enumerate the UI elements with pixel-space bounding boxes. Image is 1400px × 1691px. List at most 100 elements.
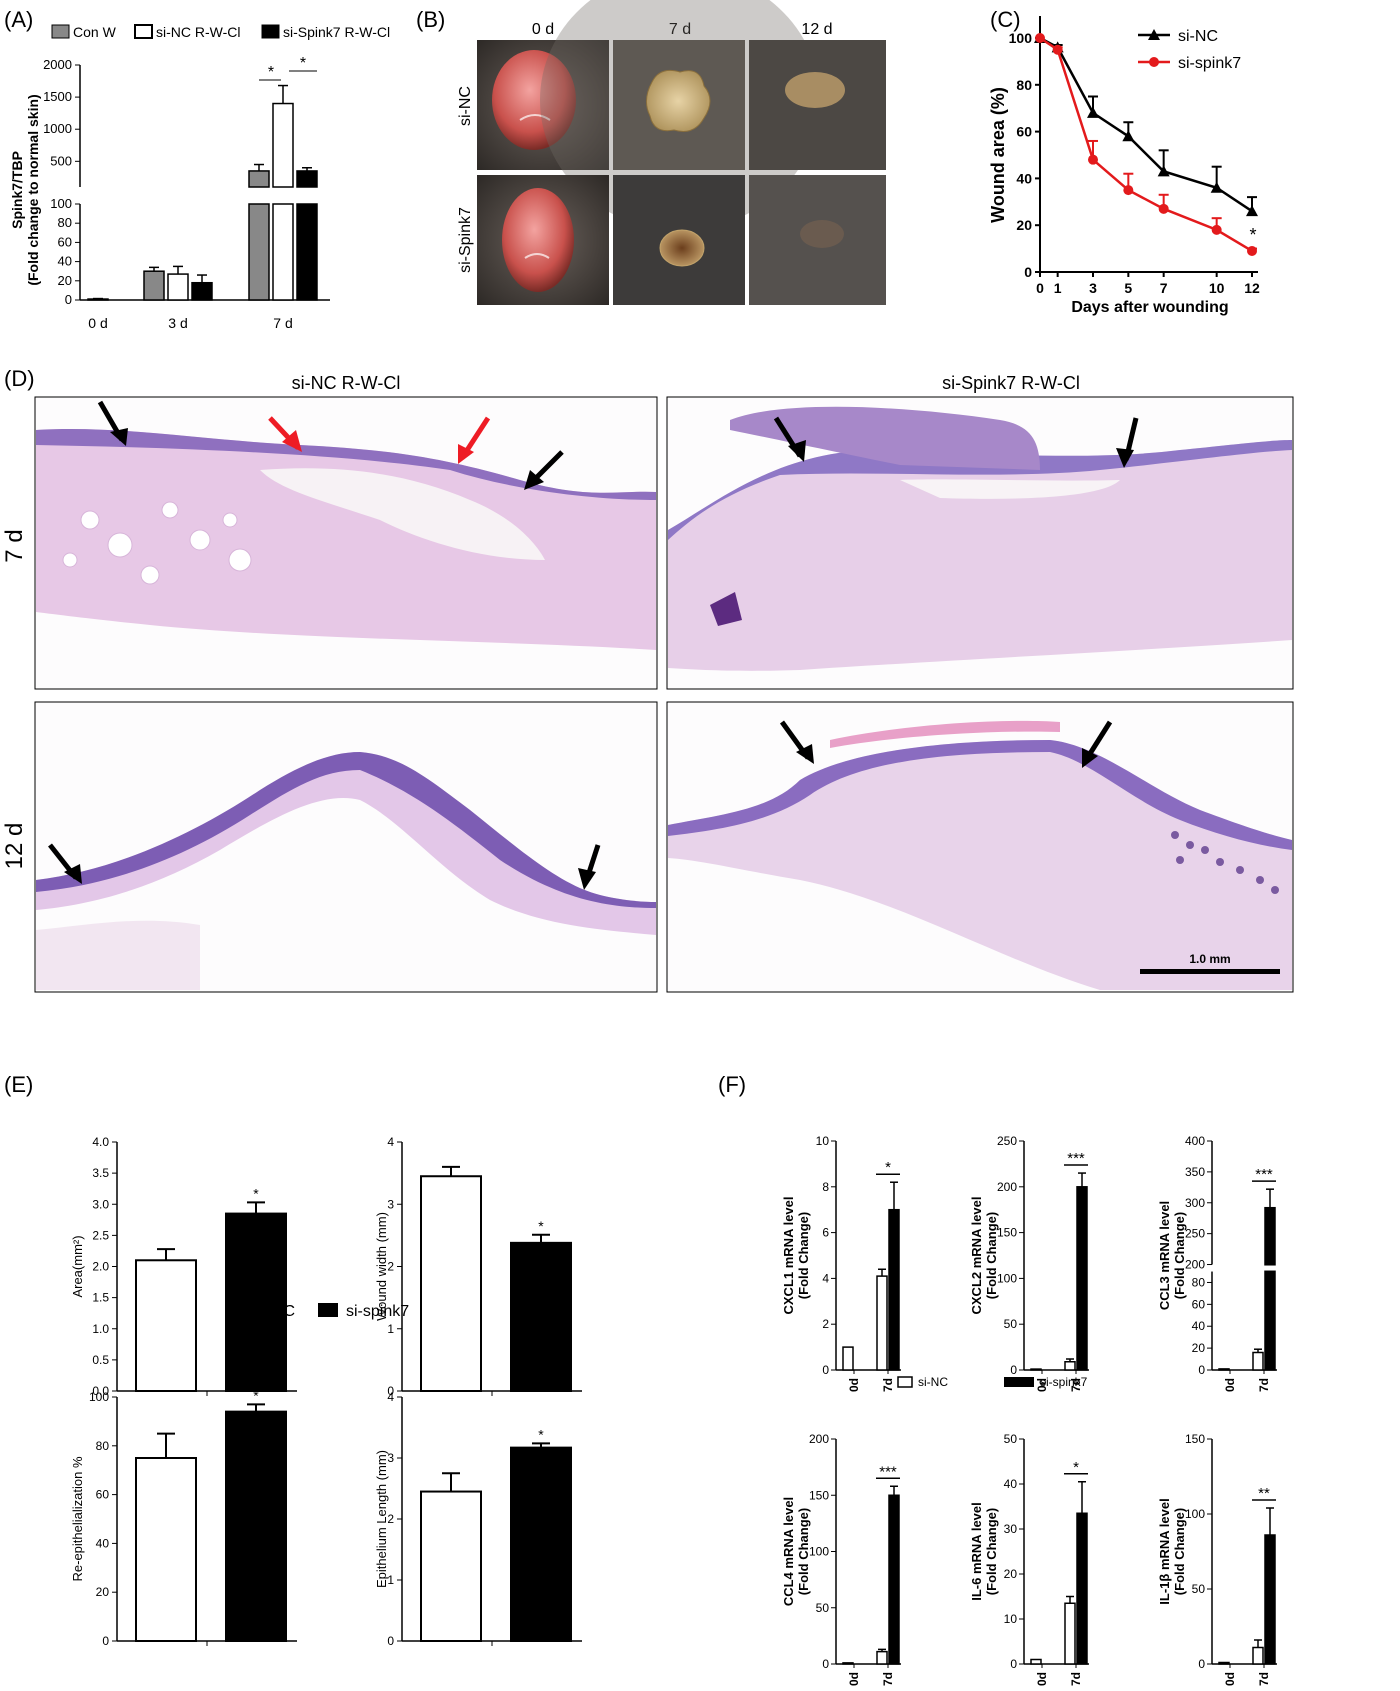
bar bbox=[225, 1410, 287, 1643]
sig-label: *** bbox=[1067, 1150, 1085, 1167]
data-point bbox=[1087, 106, 1099, 118]
bar bbox=[1076, 1512, 1088, 1665]
bar bbox=[191, 281, 213, 301]
histology-sispink7-7d bbox=[666, 396, 1294, 690]
photo-col-label-0d: 0 d bbox=[532, 21, 554, 38]
y-tick-label: 50 bbox=[816, 1601, 830, 1615]
y-tick-label: 0 bbox=[387, 1384, 394, 1398]
sig-label: ** bbox=[1258, 1485, 1270, 1502]
y-tick-label: 20 bbox=[96, 1585, 110, 1599]
sig-label: * bbox=[300, 55, 306, 72]
y-tick-label: 40 bbox=[96, 1536, 110, 1550]
y-tick-label: 0 bbox=[102, 1634, 109, 1648]
y-tick-label: 50 bbox=[1004, 1432, 1018, 1446]
y-tick-label: 80 bbox=[96, 1439, 110, 1453]
y-tick-label: 40 bbox=[58, 254, 72, 269]
y-axis-label: IL-6 mRNA level bbox=[969, 1502, 984, 1601]
bar bbox=[842, 1662, 854, 1665]
y-axis-label: Wound area (%) bbox=[988, 87, 1008, 223]
y-tick-label: 100 bbox=[997, 1271, 1017, 1285]
bar bbox=[1252, 1351, 1264, 1371]
sig-label: * bbox=[253, 1387, 259, 1403]
bar bbox=[420, 1175, 482, 1393]
legend-label-sinc: si-NC R-W-Cl bbox=[156, 24, 241, 40]
x-tick-label: 7d bbox=[1257, 1378, 1271, 1392]
y-tick-label: 300 bbox=[1185, 1196, 1205, 1210]
histo-row-label-7d: 7 d bbox=[1, 529, 28, 562]
bar bbox=[888, 1494, 900, 1665]
x-tick-label: 7d bbox=[881, 1672, 895, 1686]
y-tick-label: 150 bbox=[809, 1488, 829, 1502]
histo-col-label-sinc: si-NC R-W-Cl bbox=[292, 373, 401, 393]
y-tick-label: 0 bbox=[1198, 1363, 1205, 1377]
y-tick-label: 8 bbox=[822, 1180, 829, 1194]
y-tick-label: 20 bbox=[1192, 1341, 1206, 1355]
y-axis-label-line2: (Fold change to normal skin) bbox=[25, 94, 41, 285]
y-tick-label: 1 bbox=[387, 1573, 394, 1587]
y-tick-label: 4 bbox=[822, 1271, 829, 1285]
y-tick-label: 4 bbox=[387, 1135, 394, 1149]
legend-marker bbox=[1149, 57, 1159, 67]
bar bbox=[1218, 1368, 1230, 1371]
bar-lower bbox=[296, 203, 318, 301]
x-tick-label: 0 bbox=[1036, 280, 1044, 296]
y-tick-label: 0 bbox=[1198, 1657, 1205, 1671]
y-axis-label: CXCL1 mRNA level bbox=[781, 1197, 796, 1315]
bar bbox=[1030, 1658, 1042, 1665]
y-tick-label: 20 bbox=[58, 273, 72, 288]
x-tick-label: 1 bbox=[1054, 280, 1062, 296]
y-tick-label: 80 bbox=[1016, 77, 1032, 93]
bar bbox=[1064, 1361, 1076, 1371]
y-tick-label: 0 bbox=[1010, 1657, 1017, 1671]
y-tick-label: 10 bbox=[1004, 1612, 1018, 1626]
legend-label: si-NC bbox=[1178, 28, 1218, 45]
y-tick-label: 2000 bbox=[43, 57, 72, 72]
photo-sinc-0d bbox=[477, 40, 609, 170]
data-point bbox=[1122, 130, 1135, 142]
data-point bbox=[1211, 224, 1222, 235]
legend-swatch-e-sispink7 bbox=[318, 1303, 338, 1317]
x-tick-label: 3 bbox=[1089, 280, 1097, 296]
y-tick-label: 100 bbox=[1009, 30, 1033, 46]
y-tick-label: 40 bbox=[1004, 1477, 1018, 1491]
photo-col-label-12d: 12 d bbox=[801, 21, 832, 38]
y-tick-label: 1500 bbox=[43, 89, 72, 104]
chart-A: Con W si-NC R-W-Cl si-Spink7 R-W-Cl Spin… bbox=[9, 24, 390, 331]
y-tick-label: 40 bbox=[1192, 1319, 1206, 1333]
panel-label-F: (F) bbox=[718, 1072, 746, 1097]
y-tick-label: 20 bbox=[1004, 1567, 1018, 1581]
legend-label-f-sinc: si-NC bbox=[918, 1375, 948, 1389]
y-tick-label: 1.0 bbox=[92, 1322, 109, 1336]
y-tick-label: 1.5 bbox=[92, 1291, 109, 1305]
y-axis-label: Area(mm²) bbox=[70, 1235, 85, 1297]
bar bbox=[510, 1446, 572, 1642]
sig-label: *** bbox=[879, 1463, 897, 1480]
legend-swatch-sispink7 bbox=[261, 24, 280, 39]
bar bbox=[1064, 1602, 1076, 1665]
y-tick-label: 150 bbox=[1185, 1432, 1205, 1446]
y-axis-label: Epithelium Length (mm) bbox=[374, 1450, 389, 1588]
bar bbox=[225, 1212, 287, 1393]
bar bbox=[510, 1241, 572, 1392]
y-axis-label: Wound width (mm) bbox=[374, 1212, 389, 1321]
bar bbox=[1218, 1661, 1230, 1665]
sig-label: *** bbox=[1255, 1166, 1273, 1183]
histology-sinc-7d bbox=[34, 396, 658, 690]
scale-bar bbox=[1140, 969, 1280, 974]
y-tick-label: 40 bbox=[1016, 170, 1032, 186]
x-tick-label: 7d bbox=[881, 1378, 895, 1392]
x-tick-label: 0d bbox=[1035, 1378, 1049, 1392]
y-tick-label: 0 bbox=[822, 1363, 829, 1377]
y-axis-label-line2: (Fold Change) bbox=[1172, 1508, 1187, 1595]
y-tick-label: 3.0 bbox=[92, 1197, 109, 1211]
histology-panel: si-NC R-W-Cl si-Spink7 R-W-Cl 7 d 12 d bbox=[1, 373, 1294, 993]
bar bbox=[1264, 1206, 1276, 1371]
x-tick-label: 0d bbox=[1223, 1378, 1237, 1392]
histology-sinc-12d bbox=[34, 701, 658, 993]
x-tick-label: 7 bbox=[1160, 280, 1168, 296]
y-tick-label: 20 bbox=[1016, 217, 1032, 233]
y-tick-label: 4 bbox=[387, 1390, 394, 1404]
histology-sispink7-12d: 1.0 mm bbox=[666, 701, 1294, 993]
